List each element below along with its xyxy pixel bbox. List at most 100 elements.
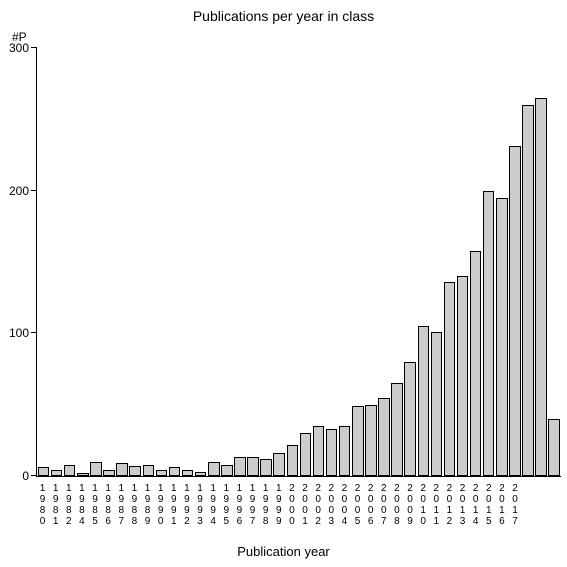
bar-slot	[508, 48, 521, 476]
bar-slot	[89, 48, 102, 476]
bar-slot	[377, 48, 390, 476]
bars	[37, 48, 561, 476]
bar-slot	[116, 48, 129, 476]
x-tick-label: 2006	[364, 483, 377, 527]
bar-slot	[391, 48, 404, 476]
x-tick-label: 1998	[259, 483, 272, 527]
x-tick-label: 2016	[495, 483, 508, 527]
x-tick-label: 1994	[207, 483, 220, 527]
x-tick-label: 2010	[417, 483, 430, 527]
plot-area: 0100200300	[36, 48, 561, 477]
bar	[221, 465, 233, 476]
x-tick-label: 2007	[377, 483, 390, 527]
bar	[326, 429, 338, 476]
bar-slot	[129, 48, 142, 476]
y-tick-label: 100	[9, 326, 29, 340]
x-tick-label: 1981	[49, 483, 62, 527]
bar	[38, 467, 50, 476]
bar-slot	[63, 48, 76, 476]
bar-slot	[102, 48, 115, 476]
x-tick-label: 1997	[246, 483, 259, 527]
bar	[444, 282, 456, 476]
x-tick-label: 1987	[115, 483, 128, 527]
x-tick-label: 2014	[469, 483, 482, 527]
bar-slot	[299, 48, 312, 476]
bar	[535, 98, 547, 476]
bar-slot	[181, 48, 194, 476]
x-tick-labels: 1980198119821984198519861987198819891990…	[36, 483, 561, 527]
bar	[182, 470, 194, 476]
y-tick-label: 0	[22, 469, 29, 483]
y-tick-label: 200	[9, 184, 29, 198]
bar-slot	[168, 48, 181, 476]
bar	[418, 326, 430, 476]
bar	[470, 251, 482, 476]
x-tick-label: 2012	[443, 483, 456, 527]
x-tick-label: 1993	[194, 483, 207, 527]
bar	[103, 470, 115, 476]
bar-slot	[37, 48, 50, 476]
x-tick-label: 2015	[482, 483, 495, 527]
x-tick-label: 1982	[62, 483, 75, 527]
x-tick-label: 2000	[285, 483, 298, 527]
bar	[169, 467, 181, 476]
bar	[509, 146, 521, 476]
bar-slot	[469, 48, 482, 476]
x-tick-label: 1984	[75, 483, 88, 527]
x-tick-label: 1991	[167, 483, 180, 527]
x-tick-label: 1990	[154, 483, 167, 527]
bar	[247, 457, 259, 476]
bar	[431, 332, 443, 476]
bar	[391, 383, 403, 476]
bar-slot	[220, 48, 233, 476]
bar	[234, 457, 246, 476]
bar-slot	[443, 48, 456, 476]
bar-slot	[351, 48, 364, 476]
bar-slot	[548, 48, 561, 476]
chart-title: Publications per year in class	[0, 8, 567, 24]
bar	[522, 105, 534, 476]
x-tick-label: 1989	[141, 483, 154, 527]
x-tick-label: 2013	[456, 483, 469, 527]
x-tick-label: 2005	[351, 483, 364, 527]
bar	[143, 465, 155, 476]
bar-slot	[364, 48, 377, 476]
bar-slot	[247, 48, 260, 476]
bar-slot	[325, 48, 338, 476]
x-tick-label: 1980	[36, 483, 49, 527]
y-tick-label: 300	[9, 41, 29, 55]
x-tick-label: 2002	[312, 483, 325, 527]
x-tick-label: 2011	[430, 483, 443, 527]
bar	[300, 433, 312, 476]
x-tick-label: 1992	[180, 483, 193, 527]
bar-slot	[76, 48, 89, 476]
bar	[365, 405, 377, 476]
x-tick-label: 1996	[233, 483, 246, 527]
x-tick-label: 1999	[272, 483, 285, 527]
bar-slot	[273, 48, 286, 476]
bar	[208, 462, 220, 476]
x-axis-label: Publication year	[0, 544, 567, 559]
x-tick-label: 2009	[404, 483, 417, 527]
bar	[260, 459, 272, 476]
bar	[352, 406, 364, 476]
x-tick-label: 2003	[325, 483, 338, 527]
bar	[496, 198, 508, 476]
bar-slot	[535, 48, 548, 476]
bar	[287, 445, 299, 476]
bar	[156, 470, 168, 476]
bar-slot	[50, 48, 63, 476]
bar-slot	[312, 48, 325, 476]
bar-slot	[521, 48, 534, 476]
bar-slot	[430, 48, 443, 476]
x-tick-label: 2017	[509, 483, 522, 527]
bar-slot	[417, 48, 430, 476]
bar	[64, 465, 76, 476]
bar-slot	[233, 48, 246, 476]
bar	[457, 276, 469, 476]
bar-slot	[286, 48, 299, 476]
x-tick-label: 1986	[102, 483, 115, 527]
x-tick-label: 1985	[89, 483, 102, 527]
bar	[90, 462, 102, 476]
bar	[548, 419, 560, 476]
